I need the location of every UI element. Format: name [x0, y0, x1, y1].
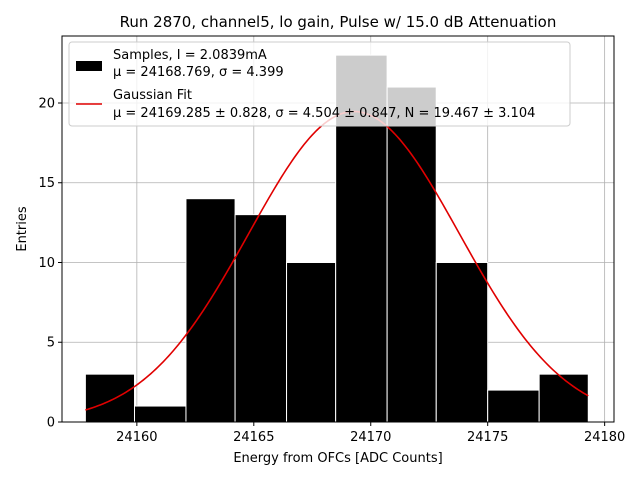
plot-frame	[61, 35, 615, 423]
legend-samples-stats: μ = 24168.769, σ = 4.399	[113, 65, 284, 80]
x-axis-label: Energy from OFCs [ADC Counts]	[233, 451, 442, 466]
y-tick-label-3: 15	[38, 176, 55, 191]
x-axis-ticks: 24160 24165 24170 24175 24180	[116, 422, 625, 445]
legend-swatch-samples	[76, 61, 102, 71]
x-tick-label-3: 24175	[467, 430, 508, 445]
legend-fit-params: μ = 24169.285 ± 0.828, σ = 4.504 ± 0.847…	[113, 106, 535, 121]
histogram-bar-0	[84, 373, 136, 423]
x-tick-label-1: 24165	[233, 430, 274, 445]
x-tick-label-4: 24180	[584, 430, 625, 445]
y-tick-label-4: 20	[38, 96, 55, 111]
legend: Samples, I = 2.0839mA μ = 24168.769, σ =…	[68, 41, 571, 127]
histogram-bar-8	[487, 389, 540, 423]
y-axis-label: Entries	[15, 206, 30, 252]
y-tick-label-1: 5	[47, 336, 55, 351]
histogram-bar-6	[386, 86, 437, 423]
histogram-bar-9	[538, 373, 589, 423]
legend-box	[68, 41, 571, 127]
histogram-bar-4	[286, 261, 337, 423]
histogram-bar-2	[185, 198, 236, 423]
x-tick-label-2: 24170	[350, 430, 391, 445]
histogram-bar-3	[234, 214, 288, 423]
chart-title: Run 2870, channel5, lo gain, Pulse w/ 15…	[120, 13, 557, 31]
legend-samples-name: Samples, I = 2.0839mA	[113, 48, 267, 63]
histogram-bar-1	[134, 405, 187, 423]
y-axis-ticks: 0 5 10 15 20	[38, 96, 62, 431]
y-tick-label-2: 10	[38, 256, 55, 271]
histogram-bar-7	[435, 261, 489, 423]
legend-fit-name: Gaussian Fit	[113, 88, 192, 103]
y-tick-label-0: 0	[47, 416, 55, 431]
x-tick-label-0: 24160	[116, 430, 157, 445]
